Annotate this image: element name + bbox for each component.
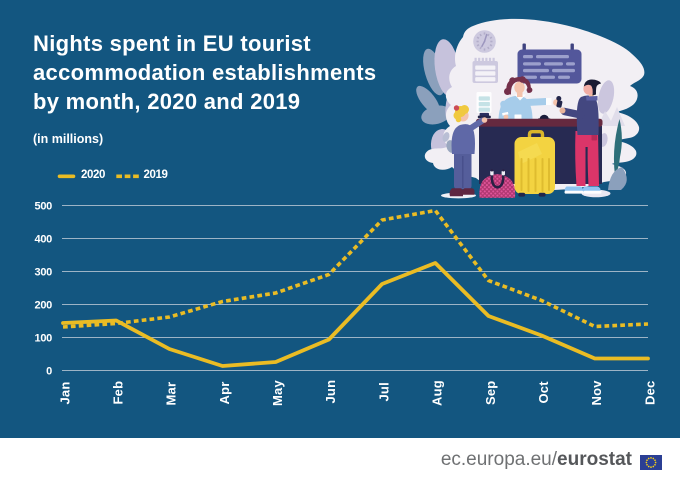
svg-text:Nov: Nov [589, 380, 604, 406]
svg-text:Jul: Jul [376, 382, 391, 401]
svg-text:Oct: Oct [536, 381, 551, 404]
svg-text:Dec: Dec [642, 381, 657, 405]
svg-text:500: 500 [35, 201, 53, 213]
svg-text:Jan: Jan [57, 381, 72, 404]
svg-text:Aug: Aug [430, 380, 445, 406]
svg-text:100: 100 [35, 333, 53, 345]
svg-text:Feb: Feb [111, 381, 126, 405]
svg-text:Apr: Apr [217, 382, 232, 405]
svg-text:Jun: Jun [323, 380, 338, 404]
svg-text:0: 0 [46, 366, 52, 378]
svg-text:Sep: Sep [483, 381, 498, 405]
svg-text:200: 200 [35, 300, 53, 312]
svg-text:Mar: Mar [164, 382, 179, 406]
svg-text:300: 300 [35, 267, 53, 279]
svg-text:May: May [270, 380, 285, 406]
svg-text:400: 400 [35, 234, 53, 246]
